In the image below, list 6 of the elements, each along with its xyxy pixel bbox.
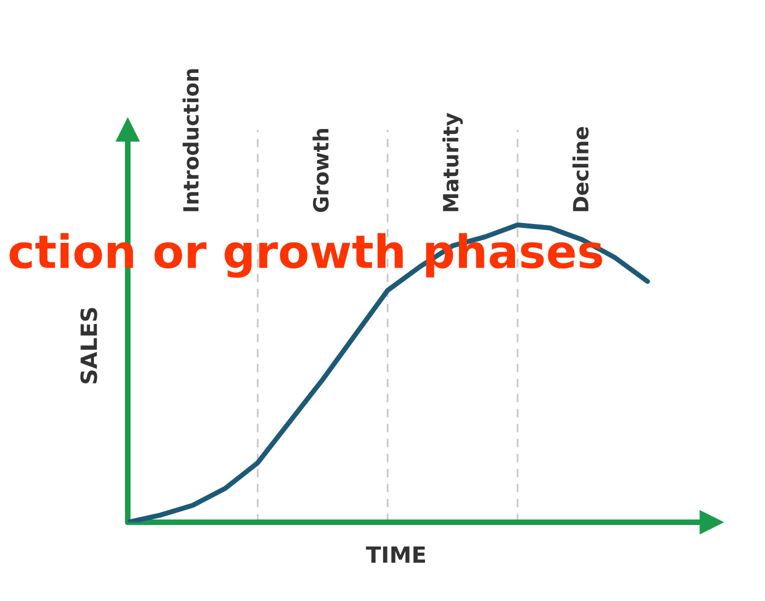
y-axis-title: SALES	[80, 308, 98, 384]
text: Growth	[312, 128, 329, 212]
text: Introduction	[182, 69, 199, 212]
x-axis-title: TIME	[366, 546, 425, 563]
text: Decline	[572, 127, 589, 212]
text: Maturity	[442, 112, 463, 212]
